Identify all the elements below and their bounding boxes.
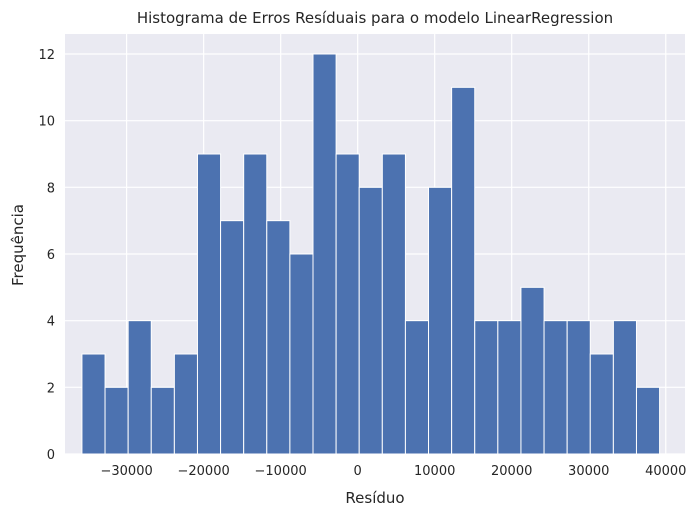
histogram-bar (635, 386, 661, 455)
histogram-bar (543, 320, 568, 455)
histogram-bar (381, 153, 406, 455)
y-tick-label: 4 (47, 315, 55, 330)
histogram-bar (196, 153, 222, 455)
histogram-bar (243, 153, 268, 455)
histogram-bar (451, 86, 476, 455)
x-tick-label: 0 (354, 464, 362, 479)
histogram-bar (358, 186, 383, 455)
y-axis-ticks: 0 2 4 6 8 10 12 (38, 48, 55, 463)
histogram-bar (520, 286, 545, 455)
x-tick-label: 20000 (491, 464, 532, 479)
histogram-bar (289, 253, 314, 455)
histogram-bar (312, 53, 337, 455)
histogram-bar (589, 353, 614, 455)
histogram-bar (81, 353, 106, 455)
y-tick-label: 6 (47, 248, 55, 263)
x-tick-label: −10000 (255, 464, 307, 479)
y-axis-label: Frequência (9, 204, 27, 286)
x-tick-label: 40000 (645, 464, 686, 479)
histogram-bar (266, 220, 291, 455)
histogram-bar (173, 353, 198, 455)
histogram-bar (104, 386, 129, 455)
y-tick-label: 10 (38, 115, 55, 130)
histogram-bar (474, 320, 499, 455)
histogram-bar (404, 320, 430, 455)
histogram-bar (150, 386, 175, 455)
y-tick-label: 2 (47, 381, 55, 396)
histogram-bar (428, 186, 453, 455)
x-axis-ticks: −30000 −20000 −10000 0 10000 20000 30000 40000 (100, 464, 686, 479)
y-tick-label: 0 (47, 448, 55, 463)
x-tick-label: −30000 (100, 464, 152, 479)
histogram-bar (497, 320, 522, 455)
chart-title: Histograma de Erros Resíduais para o mod… (137, 9, 613, 27)
x-tick-label: −20000 (178, 464, 230, 479)
histogram-bar (335, 153, 360, 455)
x-tick-label: 30000 (568, 464, 609, 479)
bars (81, 53, 661, 455)
histogram-bar (612, 320, 637, 455)
x-tick-label: 10000 (414, 464, 455, 479)
histogram-bar (127, 320, 152, 455)
x-axis-label: Resíduo (345, 489, 404, 507)
y-tick-label: 8 (47, 181, 55, 196)
histogram-bar (566, 320, 591, 455)
histogram-bar (220, 220, 245, 455)
y-tick-label: 12 (38, 48, 55, 63)
